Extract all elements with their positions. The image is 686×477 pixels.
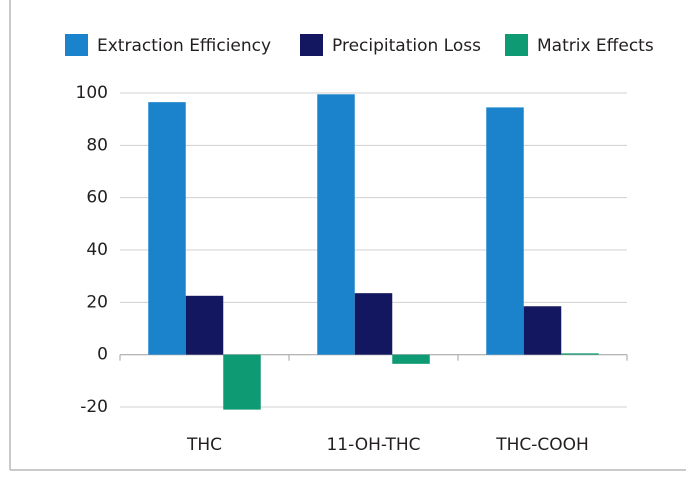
legend-label: Extraction Efficiency [97, 36, 271, 56]
x-tick-label: THC-COOH [495, 435, 589, 455]
y-tick-label: 40 [86, 240, 108, 260]
y-tick-label: 100 [76, 83, 108, 103]
y-tick-label: 80 [86, 135, 108, 155]
bar [561, 353, 599, 355]
y-tick-label: 0 [97, 345, 108, 365]
bar [354, 293, 393, 355]
bar [392, 354, 430, 364]
bar [317, 94, 355, 355]
legend-label: Matrix Effects [537, 36, 654, 56]
bar [148, 102, 186, 355]
x-tick-label: 11-OH-THC [326, 435, 420, 455]
legend-swatch [300, 34, 323, 56]
x-tick-label: THC [186, 435, 222, 455]
bar [223, 354, 261, 410]
bar [486, 107, 524, 355]
legend-label: Precipitation Loss [332, 36, 481, 56]
legend-swatch [65, 34, 88, 56]
bar [185, 295, 224, 355]
y-tick-label: 20 [86, 292, 108, 312]
legend-swatch [505, 34, 528, 56]
bar [523, 306, 562, 355]
y-tick-label: -20 [80, 397, 108, 417]
y-tick-label: 60 [86, 188, 108, 208]
